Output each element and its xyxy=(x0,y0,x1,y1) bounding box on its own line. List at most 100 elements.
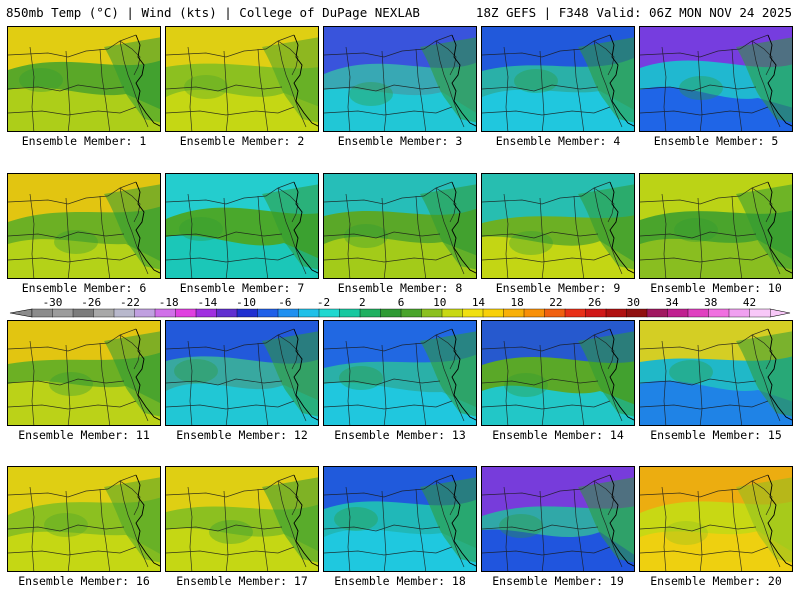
ensemble-member-panel xyxy=(481,466,635,572)
colorbar-swatch xyxy=(544,308,566,318)
ensemble-member-panel xyxy=(639,466,793,572)
ensemble-member-panel xyxy=(165,173,319,279)
temperature-colorbar: -30 -26 -22 -18 -14 -10 -6 -2 2 6 10 14 18 22 26 30 34 38… xyxy=(9,296,791,318)
colorbar-swatch xyxy=(31,308,53,318)
colorbar-swatch xyxy=(605,308,627,318)
ensemble-map-15 xyxy=(640,321,792,425)
ensemble-member-panel xyxy=(481,173,635,279)
ensemble-member-panel xyxy=(7,173,161,279)
ensemble-member-label: Ensemble Member: 20 xyxy=(650,574,782,588)
colorbar-swatch xyxy=(503,308,525,318)
colorbar-swatch xyxy=(277,308,299,318)
ensemble-map-18 xyxy=(324,467,476,571)
ensemble-member-panel xyxy=(481,26,635,132)
colorbar-swatch xyxy=(195,308,217,318)
colorbar-swatch xyxy=(523,308,545,318)
ensemble-member-label: Ensemble Member: 5 xyxy=(653,134,779,148)
ensemble-member-label: Ensemble Member: 1 xyxy=(21,134,147,148)
ensemble-map-5 xyxy=(640,27,792,131)
ensemble-member-label: Ensemble Member: 3 xyxy=(337,134,463,148)
colorbar-tick-label: -2 xyxy=(317,296,330,309)
ensemble-map-2 xyxy=(166,27,318,131)
colorbar-swatch xyxy=(175,308,197,318)
ensemble-map-3 xyxy=(324,27,476,131)
colorbar-swatch xyxy=(667,308,689,318)
ensemble-member-label: Ensemble Member: 10 xyxy=(650,281,782,295)
colorbar-tick-label: -22 xyxy=(120,296,140,309)
colorbar-tick-label: 30 xyxy=(627,296,640,309)
ensemble-member-panel xyxy=(323,26,477,132)
ensemble-map-11 xyxy=(8,321,160,425)
colorbar-tick-label: 18 xyxy=(511,296,524,309)
colorbar-swatch xyxy=(257,308,279,318)
colorbar-tick-label: 14 xyxy=(472,296,486,309)
ensemble-member-label: Ensemble Member: 8 xyxy=(337,281,463,295)
run-valid-time: 18Z GEFS | F348 Valid: 06Z MON NOV 24 20… xyxy=(475,5,792,20)
colorbar-tick-label: -6 xyxy=(278,296,291,309)
ensemble-member-label: Ensemble Member: 13 xyxy=(334,428,466,442)
colorbar-tick-label: 26 xyxy=(588,296,601,309)
colorbar-tick-label: 6 xyxy=(398,296,405,309)
colorbar-tick-label: -14 xyxy=(197,296,217,309)
colorbar-swatch xyxy=(462,308,484,318)
colorbar-swatch xyxy=(400,308,422,318)
ensemble-member-label: Ensemble Member: 6 xyxy=(21,281,147,295)
ensemble-map-17 xyxy=(166,467,318,571)
ensemble-member-label: Ensemble Member: 14 xyxy=(492,428,624,442)
colorbar-tick-label: -18 xyxy=(159,296,179,309)
colorbar-swatch xyxy=(482,308,504,318)
colorbar-tick-label: -10 xyxy=(236,296,256,309)
colorbar-swatch xyxy=(339,308,361,318)
ensemble-map-1 xyxy=(8,27,160,131)
colorbar-swatch xyxy=(154,308,176,318)
ensemble-member-panel xyxy=(165,26,319,132)
colorbar-tick-label: 34 xyxy=(665,296,679,309)
ensemble-member-panel xyxy=(323,173,477,279)
colorbar-swatch xyxy=(52,308,74,318)
ensemble-member-panel xyxy=(323,320,477,426)
colorbar-swatch xyxy=(134,308,156,318)
ensemble-member-panel xyxy=(165,466,319,572)
colorbar-tick-label: -30 xyxy=(43,296,63,309)
colorbar-swatch xyxy=(93,308,115,318)
ensemble-member-label: Ensemble Member: 11 xyxy=(18,428,150,442)
ensemble-member-label: Ensemble Member: 18 xyxy=(334,574,466,588)
ensemble-map-14 xyxy=(482,321,634,425)
ensemble-member-panel xyxy=(7,320,161,426)
ensemble-member-panel xyxy=(639,173,793,279)
ensemble-member-label: Ensemble Member: 19 xyxy=(492,574,624,588)
colorbar-swatch xyxy=(421,308,443,318)
ensemble-member-panel xyxy=(323,466,477,572)
colorbar-swatch xyxy=(708,308,730,318)
colorbar-swatch xyxy=(687,308,709,318)
ensemble-member-panel xyxy=(639,26,793,132)
ensemble-member-label: Ensemble Member: 2 xyxy=(179,134,305,148)
ensemble-member-label: Ensemble Member: 9 xyxy=(495,281,621,295)
ensemble-map-4 xyxy=(482,27,634,131)
colorbar-tick-label: 22 xyxy=(549,296,562,309)
ensemble-member-label: Ensemble Member: 16 xyxy=(18,574,150,588)
ensemble-map-13 xyxy=(324,321,476,425)
colorbar-swatch xyxy=(564,308,586,318)
colorbar-swatch xyxy=(441,308,463,318)
colorbar-swatch xyxy=(318,308,340,318)
colorbar-swatch xyxy=(113,308,135,318)
colorbar-swatch xyxy=(380,308,402,318)
ensemble-map-12 xyxy=(166,321,318,425)
ensemble-member-label: Ensemble Member: 7 xyxy=(179,281,305,295)
colorbar-tick-label: 10 xyxy=(433,296,446,309)
colorbar-swatch xyxy=(585,308,607,318)
colorbar-swatch xyxy=(749,308,771,318)
colorbar-swatch xyxy=(298,308,320,318)
ensemble-member-label: Ensemble Member: 4 xyxy=(495,134,621,148)
ensemble-member-panel xyxy=(7,466,161,572)
ensemble-member-panel xyxy=(639,320,793,426)
ensemble-member-label: Ensemble Member: 12 xyxy=(176,428,308,442)
colorbar-right-arrow xyxy=(769,308,791,318)
colorbar-tick-label: 2 xyxy=(359,296,366,309)
colorbar-left-arrow xyxy=(9,308,33,318)
colorbar-swatch xyxy=(646,308,668,318)
ensemble-map-9 xyxy=(482,174,634,278)
colorbar-swatch xyxy=(216,308,238,318)
colorbar-swatch xyxy=(72,308,94,318)
